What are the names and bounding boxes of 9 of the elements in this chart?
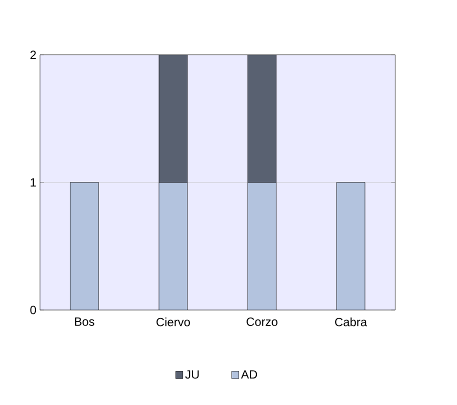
y-tick-label: 1 <box>30 178 36 187</box>
x-tick-label: Bos <box>75 318 94 326</box>
y-tick-label: 0 <box>30 306 36 314</box>
x-tick-label: Cabra <box>335 318 368 326</box>
legend-label: JU <box>185 370 199 379</box>
y-tick-label: 2 <box>30 50 36 60</box>
legend-label: AD <box>241 370 258 379</box>
x-tick-label: Ciervo <box>156 318 190 326</box>
x-tick-label: Corzo <box>246 318 278 326</box>
